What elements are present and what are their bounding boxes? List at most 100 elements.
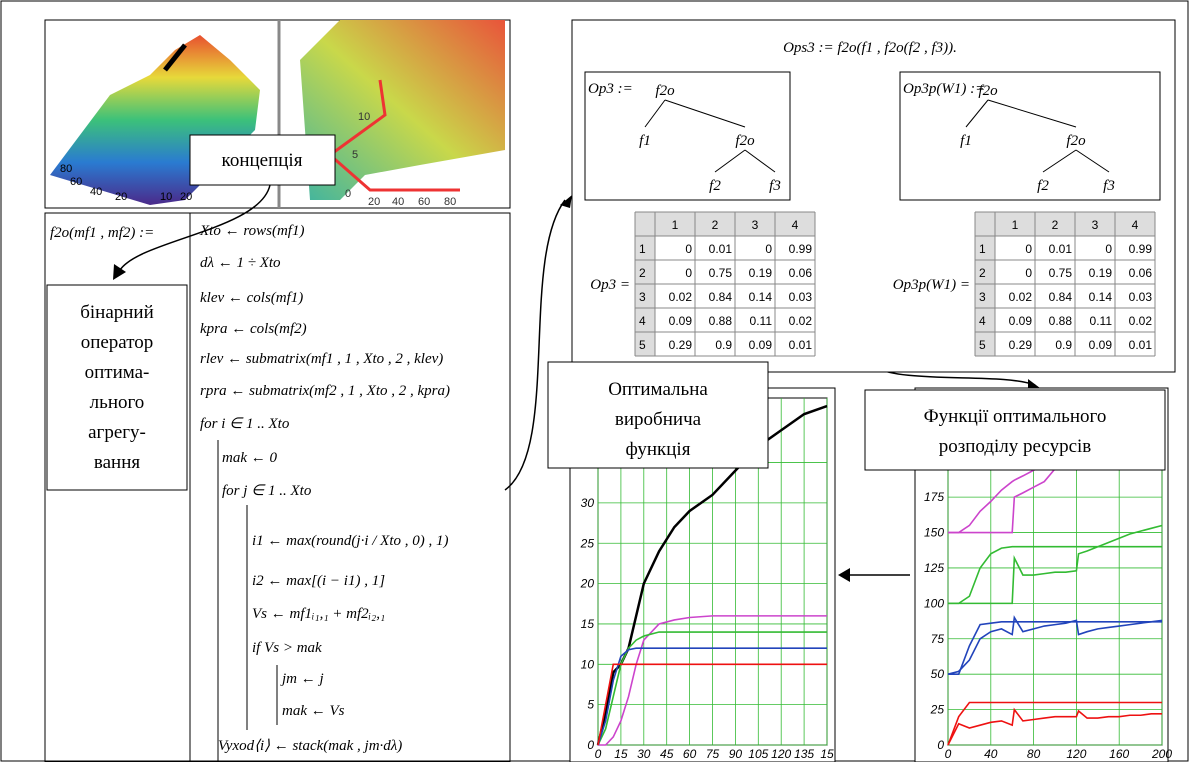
funcs-box [864,389,1166,471]
table-column: 3 [752,218,759,232]
table-row-index: 2 [979,266,986,280]
table-cell: 0.99 [789,242,813,256]
table-cell: 0.14 [749,290,773,304]
code-line: mak ← Vs [282,703,345,719]
table-cell: 0.29 [669,338,693,352]
code-line: dλ ← 1 ÷ Xto [200,255,281,271]
y-tick-label: 75 [931,632,945,646]
code-line: mak ← 0 [222,450,277,466]
table-cell: 0 [1025,266,1032,280]
x-tick-label: 80 [1027,747,1041,761]
table-label: Op3 = [590,277,630,293]
x-tick-label: 0 [945,747,952,761]
tree-box [584,71,791,201]
x-tick-label: 90 [729,747,743,761]
x-tick-label: 0 [595,747,602,761]
line [597,631,827,746]
y-tick-label: 20 [580,577,595,591]
y-tick-label: 25 [930,703,945,717]
binary-label: оптима- [85,362,150,383]
table-cell: 0.06 [1129,266,1153,280]
table-row-index: 1 [979,242,986,256]
x-tick-label: 15 [820,747,834,761]
table-row-index: 4 [639,314,646,328]
table-column: 4 [792,218,799,232]
tree-node: f2o [978,83,998,99]
y-tick-label: 150 [924,526,944,540]
concept-box [189,134,336,186]
table-header-bg [975,212,1155,236]
surface-tick: 40 [90,186,102,198]
opt-label: функція [626,439,691,460]
table-row-index: 1 [639,242,646,256]
table-cell: 0.11 [750,314,773,328]
funcs-label: розподілу ресурсів [939,436,1092,457]
tree-edge [744,149,776,173]
table-row-index: 3 [639,290,646,304]
line [947,615,1163,675]
table-cell: 0.29 [1009,338,1033,352]
code-line: for j ∈ 1 .. Xto [222,483,312,499]
y-tick-label: 50 [931,667,945,681]
y-tick-label: 15 [581,617,595,631]
x-tick-label: 30 [637,747,651,761]
y-tick-label: 0 [937,738,944,752]
code-line: i1 ← max(round(j·i / Xto , 0) , 1) [252,533,449,549]
table-cell: 0.02 [1009,290,1033,304]
table-cell: 0.75 [709,266,733,280]
code-box [44,212,511,762]
funcs-label: Функції оптимального [924,406,1107,427]
ops-box [571,19,1176,373]
x-tick-label: 40 [984,747,998,761]
table-column: 3 [1092,218,1099,232]
table-row-index: 3 [979,290,986,304]
binary-label: оператор [81,332,154,353]
tree-node: f2o [1066,133,1086,149]
code-line: Vs ← mf1ᵢ₁,₁ + mf2ᵢ₂,₁ [252,606,385,622]
y-tick-label: 30 [581,496,595,510]
x-tick-label: 60 [683,747,697,761]
code-line: i2 ← max[(i − i1) , 1] [252,573,385,589]
table-cell: 0.88 [709,314,733,328]
binary-label: льного [90,392,145,413]
table-cell: 0.84 [709,290,733,304]
line [947,707,1162,746]
surface-tick: 10 [358,111,370,123]
line [597,663,827,746]
table-cell: 0.02 [789,314,813,328]
line [598,615,827,746]
code-line: if Vs > mak [252,640,322,656]
table-cell: 0 [685,242,692,256]
table-cell: 0.84 [1049,290,1073,304]
table-cell: 0 [685,266,692,280]
table-cell: 0.09 [1089,338,1113,352]
table-cell: 0.03 [1129,290,1153,304]
concept-label: концепція [222,150,303,171]
tree-edge [664,99,746,128]
tree-node: f2 [709,178,721,194]
x-tick-label: 105 [748,747,768,761]
table-cell: 0.9 [715,338,732,352]
table-row-index: 5 [639,338,646,352]
line [597,647,827,746]
x-tick-label: 75 [706,747,720,761]
x-tick-label: 45 [660,747,674,761]
y-tick-label: 10 [581,657,595,671]
table-cell: 0.75 [1049,266,1073,280]
binary-label: вання [94,452,140,473]
surface-tick: 20 [115,191,127,203]
x-tick-label: 120 [1066,747,1086,761]
line [948,620,1162,675]
tree-edge [714,149,746,173]
opt-box [547,361,769,469]
table-column: 1 [1012,218,1019,232]
code-line: Xto ← rows(mf1) [199,223,304,239]
x-tick-label: 15 [614,747,628,761]
tree-label: Op3 := [588,81,633,97]
table-cell: 0.01 [789,338,813,352]
surface-tick: 60 [418,196,430,208]
table-cell: 0.9 [1055,338,1072,352]
code-line: rlev ← submatrix(mf1 , 1 , Xto , 2 , kle… [200,351,443,367]
surface-right [300,20,505,200]
table-row-index: 5 [979,338,986,352]
